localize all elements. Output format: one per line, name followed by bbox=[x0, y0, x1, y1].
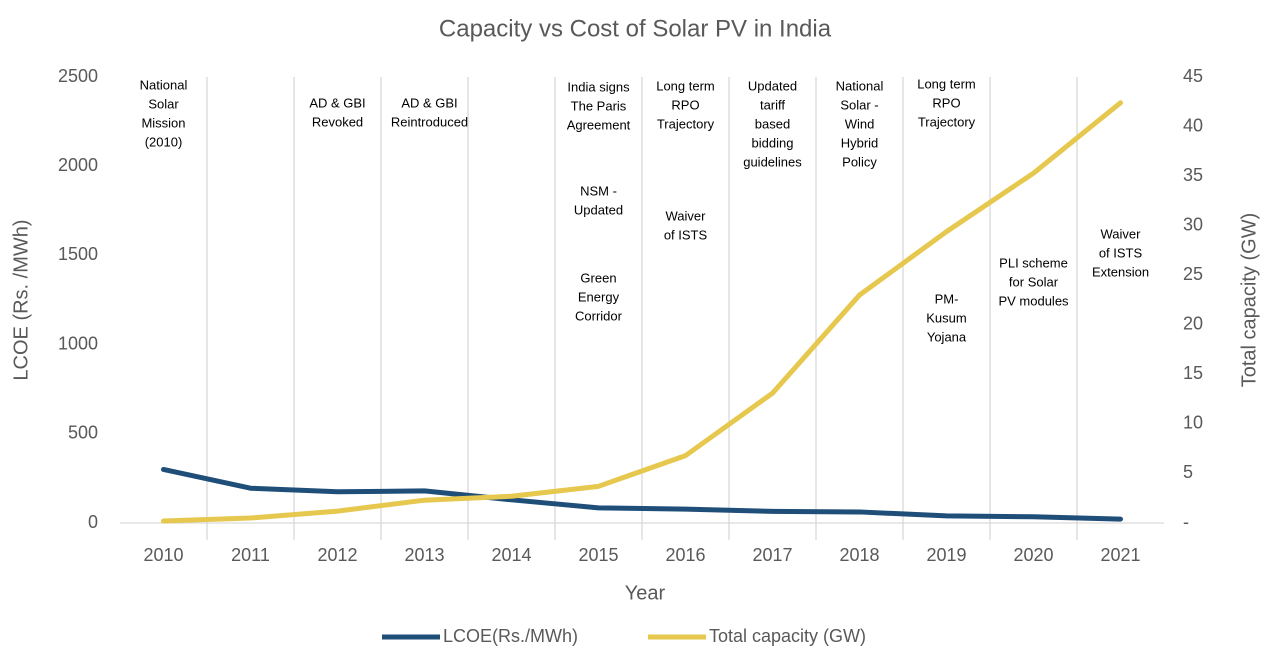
annotation: (2010) bbox=[145, 134, 183, 149]
annotation: Solar - bbox=[840, 97, 878, 112]
y-tick-label: 1000 bbox=[58, 333, 98, 353]
annotation: Long term bbox=[917, 76, 976, 91]
y2-tick-label: 10 bbox=[1183, 413, 1203, 433]
annotation: Waiver bbox=[1101, 226, 1142, 241]
series-line bbox=[161, 466, 1123, 522]
y2-tick-label: 35 bbox=[1183, 165, 1203, 185]
annotation: Hybrid bbox=[841, 135, 879, 150]
annotation: Solar bbox=[148, 96, 179, 111]
annotation: PM- bbox=[935, 291, 959, 306]
x-tick-label: 2019 bbox=[926, 545, 966, 565]
y-axis-title: LCOE (Rs. /MWh) bbox=[10, 219, 32, 380]
x-tick-label: 2016 bbox=[665, 545, 705, 565]
legend-label: Total capacity (GW) bbox=[709, 626, 866, 646]
annotation: Trajectory bbox=[657, 116, 715, 131]
annotation: Long term bbox=[656, 78, 715, 93]
y-tick-label: 0 bbox=[88, 512, 98, 532]
x-tick-label: 2011 bbox=[231, 545, 270, 565]
x-tick-label: 2015 bbox=[578, 545, 618, 565]
y-tick-label: 2000 bbox=[58, 155, 98, 175]
annotation: Mission bbox=[141, 115, 185, 130]
annotation: Updated bbox=[748, 78, 797, 93]
y2-tick-label: 15 bbox=[1183, 363, 1203, 383]
y2-tick-label: 25 bbox=[1183, 264, 1203, 284]
annotation: Policy bbox=[842, 154, 877, 169]
annotation: guidelines bbox=[743, 154, 802, 169]
annotation: for Solar bbox=[1009, 274, 1059, 289]
annotation: Agreement bbox=[567, 117, 631, 132]
x-tick-label: 2010 bbox=[143, 545, 183, 565]
annotation: Green bbox=[580, 270, 616, 285]
annotation: India signs bbox=[567, 79, 630, 94]
y2-tick-label: 40 bbox=[1183, 115, 1203, 135]
x-tick-label: 2014 bbox=[491, 545, 531, 565]
x-tick-label: 2018 bbox=[839, 545, 879, 565]
y-tick-label: 2500 bbox=[58, 66, 98, 86]
annotation: NSM - bbox=[580, 183, 617, 198]
annotation: Yojana bbox=[927, 329, 967, 344]
annotation: tariff bbox=[760, 97, 785, 112]
annotation: Reintroduced bbox=[391, 114, 468, 129]
annotation: Energy bbox=[578, 289, 620, 304]
series-line bbox=[161, 100, 1123, 524]
x-tick-label: 2020 bbox=[1013, 545, 1053, 565]
annotation: RPO bbox=[932, 95, 960, 110]
y-tick-label: 500 bbox=[68, 423, 98, 443]
annotation: Corridor bbox=[575, 308, 623, 323]
annotation: RPO bbox=[671, 97, 699, 112]
legend-label: LCOE(Rs./MWh) bbox=[443, 626, 578, 646]
annotation: AD & GBI bbox=[401, 95, 457, 110]
annotation: Trajectory bbox=[918, 114, 976, 129]
x-tick-label: 2012 bbox=[317, 545, 357, 565]
annotation: The Paris bbox=[571, 98, 627, 113]
x-axis-title: Year bbox=[625, 582, 666, 604]
annotation: Kusum bbox=[926, 310, 966, 325]
annotation: Extension bbox=[1092, 264, 1149, 279]
y2-tick-label: - bbox=[1183, 512, 1189, 532]
annotation: of ISTS bbox=[1099, 245, 1143, 260]
annotation: bidding bbox=[752, 135, 794, 150]
y2-tick-label: 5 bbox=[1183, 462, 1193, 482]
chart-title: Capacity vs Cost of Solar PV in India bbox=[439, 15, 832, 42]
x-tick-label: 2021 bbox=[1100, 545, 1140, 565]
annotation: PLI scheme bbox=[999, 255, 1068, 270]
y2-axis-title: Total capacity (GW) bbox=[1238, 213, 1260, 387]
annotation: Updated bbox=[574, 202, 623, 217]
annotation: National bbox=[836, 78, 884, 93]
annotation: of ISTS bbox=[664, 227, 708, 242]
annotation: Waiver bbox=[666, 208, 707, 223]
annotation: National bbox=[140, 77, 188, 92]
annotation: PV modules bbox=[998, 293, 1069, 308]
x-tick-label: 2017 bbox=[752, 545, 792, 565]
annotation: Revoked bbox=[312, 114, 363, 129]
y2-tick-label: 45 bbox=[1183, 66, 1203, 86]
annotation: AD & GBI bbox=[309, 95, 365, 110]
x-tick-label: 2013 bbox=[404, 545, 444, 565]
y-tick-label: 1500 bbox=[58, 244, 98, 264]
y2-tick-label: 20 bbox=[1183, 314, 1203, 334]
y2-tick-label: 30 bbox=[1183, 214, 1203, 234]
annotation: based bbox=[755, 116, 790, 131]
annotation: Wind bbox=[845, 116, 875, 131]
